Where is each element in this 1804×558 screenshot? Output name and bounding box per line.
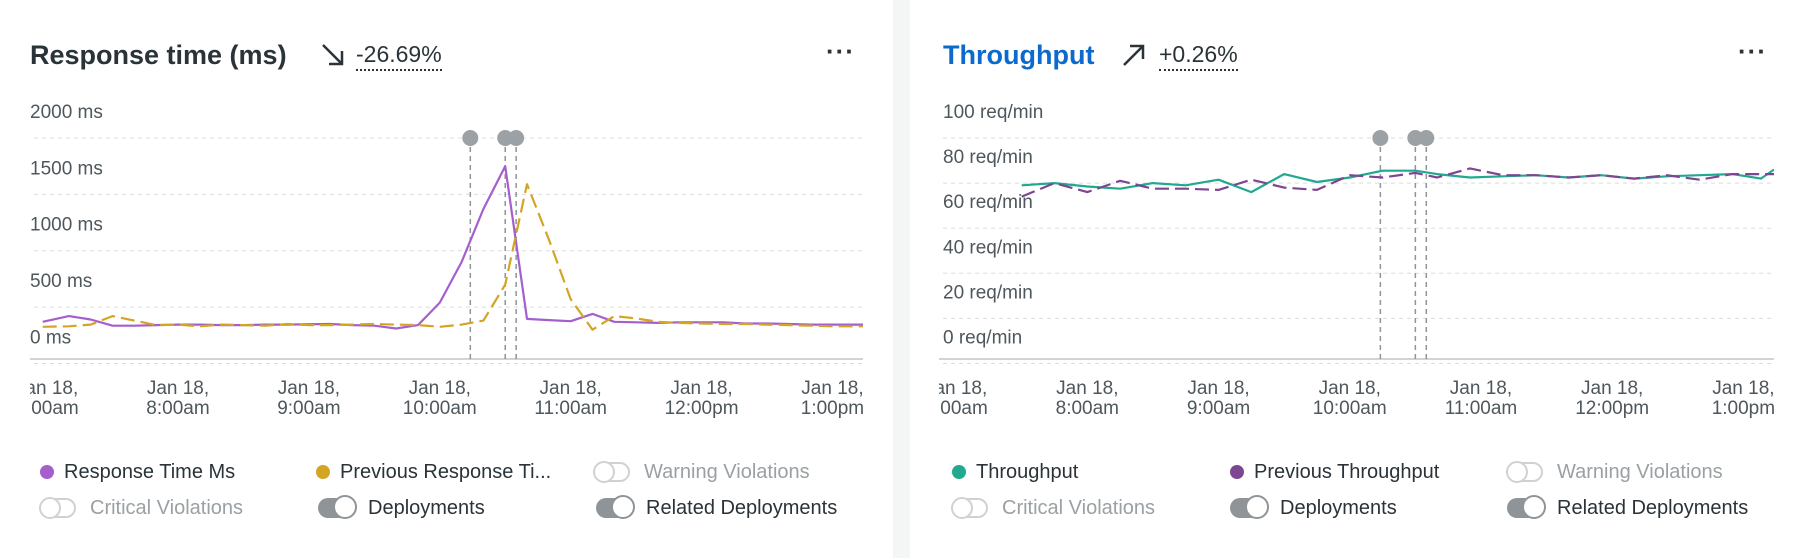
toggle-switch-icon[interactable] [951,497,988,519]
legend-label: Deployments [1280,497,1397,519]
legend-related-deployments-toggle[interactable]: Related Deployments [1507,495,1749,520]
legend-label: Critical Violations [90,497,244,519]
trend-up-arrow-icon [1123,44,1145,66]
y-tick-label: 1000 ms [30,215,103,236]
response-time-more-menu-button[interactable]: ··· [826,36,855,66]
x-tick-label: Jan 18, 11:00am [534,378,607,419]
legend-response-time-ms[interactable]: Response Time Ms [40,460,235,484]
toggle-switch-icon[interactable] [593,461,630,483]
x-tick-label: Jan 18, 11:00am [1445,378,1518,419]
legend-label: Warning Violations [644,461,810,483]
x-tick-label: Jan 18, 12:00pm [1575,378,1649,419]
legend-label: Previous Throughput [1254,461,1440,483]
legend-deployments-toggle[interactable]: Deployments [318,495,485,520]
series-line-previous-response-time [42,183,863,331]
trend-down-arrow-icon [322,44,344,66]
series-line-throughput [1021,168,1774,194]
y-tick-label: 40 req/min [943,237,1033,258]
response-time-chart: 0 ms 500 ms 1000 ms 1500 ms 2000 ms Jan 18, 7:… [15,102,864,419]
x-tick-label: Jan 18, 10:00am [403,378,477,419]
x-tick-label: Jan 18, 7:00am [15,378,78,419]
toggle-switch-icon[interactable] [318,495,357,519]
x-tick-label: Jan 18, 9:00am [1187,378,1250,419]
legend-critical-violations-toggle[interactable]: Critical Violations [951,496,1156,520]
toggle-switch-icon[interactable] [596,495,635,519]
deployment-marker[interactable] [1372,130,1389,146]
toggle-switch-icon[interactable] [1507,495,1546,519]
y-tick-label: 60 req/min [943,192,1033,213]
legend-critical-violations-toggle[interactable]: Critical Violations [39,496,244,520]
series-line-previous-throughput [1021,167,1774,198]
toggle-switch-icon[interactable] [1230,495,1269,519]
legend-previous-throughput[interactable]: Previous Throughput [1230,460,1439,484]
throughput-change[interactable]: +0.26% [1159,40,1238,71]
y-tick-label: 2000 ms [30,102,103,123]
throughput-card: Throughput +0.26% ··· 0 req/min 20 req/mi… [910,0,1804,558]
y-tick-label: 1500 ms [30,158,103,179]
deployment-marker[interactable] [462,130,479,146]
x-tick-label: Jan 18, 1:00pm [801,378,864,419]
x-tick-label: Jan 18, 9:00am [277,378,340,419]
legend-label: Related Deployments [1557,497,1749,519]
legend-label: Throughput [976,461,1079,483]
legend-label: Deployments [368,497,485,519]
response-time-change[interactable]: -26.69% [356,40,442,71]
legend-dot-icon [40,465,54,479]
y-tick-label: 100 req/min [943,102,1043,123]
throughput-title-link[interactable]: Throughput [943,40,1095,70]
legend-related-deployments-toggle[interactable]: Related Deployments [596,495,838,520]
toggle-switch-icon[interactable] [1506,461,1543,483]
legend-warning-violations-toggle[interactable]: Warning Violations [593,460,810,484]
throughput-chart: 0 req/min 20 req/min 40 req/min 60 req/min 8… [924,102,1775,419]
x-tick-label: Jan 18, 12:00pm [665,378,739,419]
legend-previous-response-time[interactable]: Previous Response Ti... [316,460,551,484]
throughput-more-menu-button[interactable]: ··· [1738,36,1767,66]
y-tick-label: 20 req/min [943,282,1033,303]
legend-warning-violations-toggle[interactable]: Warning Violations [1506,460,1723,484]
legend-label: Previous Response Ti... [340,461,552,483]
legend-label: Critical Violations [1002,497,1156,519]
toggle-switch-icon[interactable] [39,497,76,519]
response-time-card: Response time (ms) -26.69% ··· 0 ms 500 m… [0,0,893,558]
deployment-marker[interactable] [1418,130,1435,146]
legend-label: Response Time Ms [64,461,236,483]
response-time-title: Response time (ms) [30,40,287,70]
y-tick-label: 500 ms [30,271,92,292]
deployment-marker[interactable] [1407,130,1424,146]
legend-label: Warning Violations [1557,461,1723,483]
legend-label: Related Deployments [646,497,838,519]
legend-dot-icon [1230,465,1244,479]
x-tick-label: Jan 18, 1:00pm [1712,378,1775,419]
series-line-response-time-ms [42,165,863,330]
deployment-marker[interactable] [508,130,525,146]
x-tick-label: Jan 18, 8:00am [1056,378,1119,419]
legend-deployments-toggle[interactable]: Deployments [1230,495,1397,520]
x-tick-label: Jan 18, 10:00am [1313,378,1387,419]
x-tick-label: Jan 18, 8:00am [146,378,209,419]
y-tick-label: 0 ms [30,327,71,348]
legend-dot-icon [316,465,330,479]
y-tick-label: 0 req/min [943,327,1022,348]
y-tick-label: 80 req/min [943,147,1033,168]
legend-dot-icon [952,465,966,479]
legend-throughput[interactable]: Throughput [952,460,1078,484]
x-tick-label: Jan 18, 7:00am [924,378,987,419]
